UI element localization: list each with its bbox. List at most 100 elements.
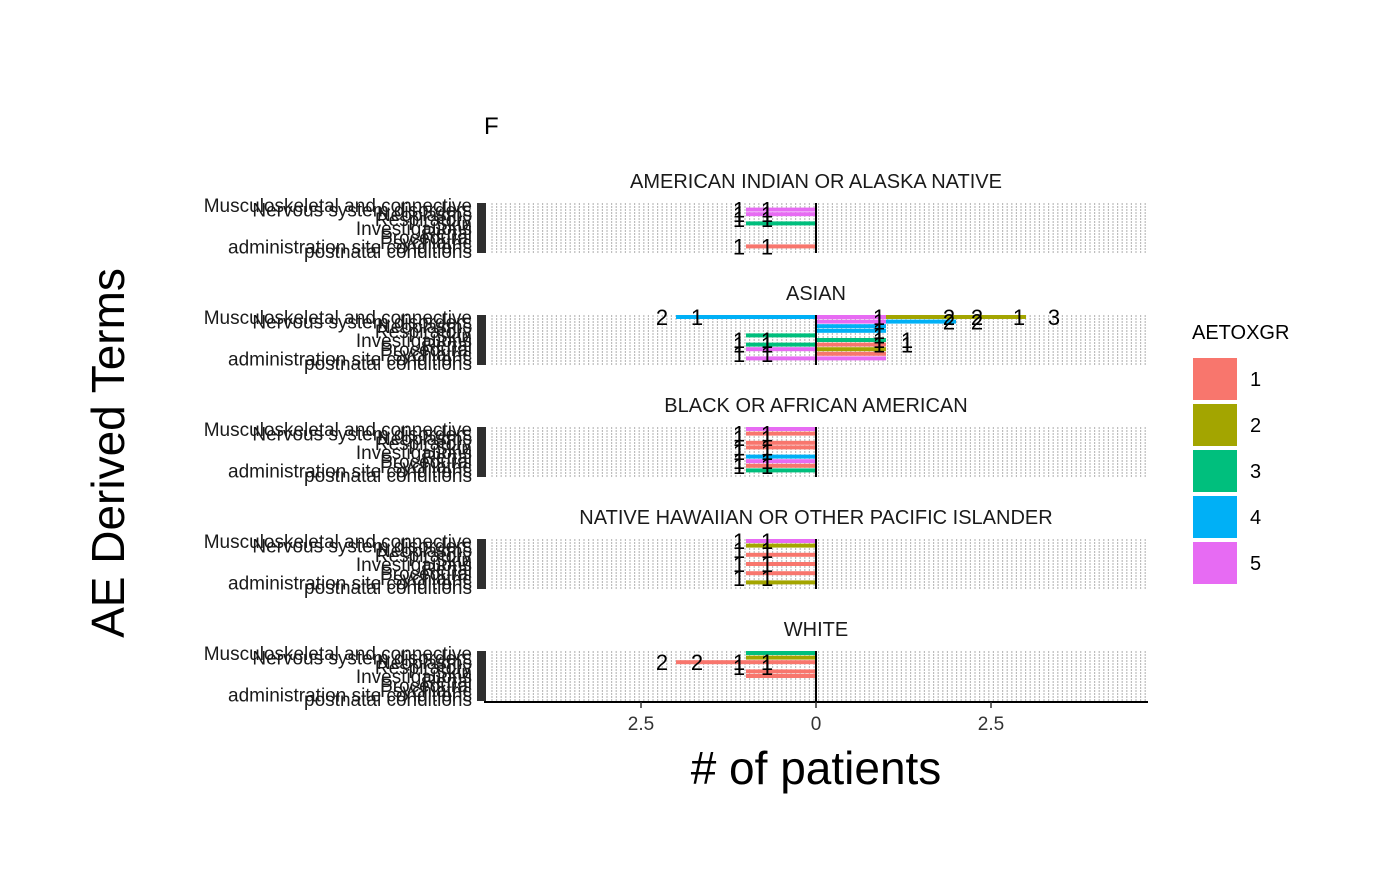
- bar: [746, 347, 816, 352]
- count-label: 1: [761, 202, 773, 227]
- bar: [816, 315, 886, 319]
- count-label: 1: [761, 454, 773, 479]
- y-tick-label: Procedural: [380, 676, 472, 697]
- count-label: 1: [761, 566, 773, 591]
- bar: [746, 342, 816, 347]
- panel-strip-label: ASIAN: [786, 283, 846, 305]
- bar: [746, 674, 816, 678]
- y-tick-label: Musculoskeletal and connective: [204, 308, 472, 329]
- bar: [816, 338, 886, 342]
- count-label: 1: [733, 426, 745, 451]
- count-label: 1: [873, 328, 885, 353]
- bar: [816, 328, 886, 333]
- y-tick-label: administration site conditions: [228, 461, 472, 482]
- x-axis: 2.5 0 2.5: [484, 701, 1148, 735]
- y-tick-label: Renal: [422, 336, 472, 357]
- count-label: 1: [761, 440, 773, 465]
- panel-strip-label: WHITE: [784, 619, 848, 641]
- bar: [746, 539, 816, 543]
- y-tick-label: administration site conditions: [228, 685, 472, 706]
- count-label: 1: [733, 328, 745, 353]
- y-tick-label: Investigations: [356, 667, 472, 688]
- count-label: 1: [761, 426, 773, 451]
- count-label: 1: [1013, 305, 1025, 330]
- y-tick-label: Skin: [435, 326, 472, 347]
- x-tick-label: 2.5: [628, 714, 654, 735]
- count-label: 1: [761, 342, 773, 367]
- y-tick-label: Psychiatric: [380, 569, 472, 590]
- y-tick-label: Investigations: [356, 219, 472, 240]
- count-label: 1: [733, 655, 745, 680]
- count-label: 1: [761, 333, 773, 358]
- y-tick-label: postnatal conditions: [304, 354, 472, 375]
- panel-strip-label: NATIVE HAWAIIAN OR OTHER PACIFIC ISLANDE…: [579, 507, 1052, 529]
- y-tick-label: Procedural: [380, 228, 472, 249]
- row-tick-band: [477, 539, 486, 589]
- legend-swatch: [1193, 404, 1237, 446]
- bar: [746, 463, 816, 468]
- count-label: 1: [733, 440, 745, 465]
- count-label: 1: [901, 328, 913, 353]
- y-tick-label: Investigations: [356, 555, 472, 576]
- x-tick-label: 0: [811, 714, 822, 735]
- bar: [746, 445, 816, 450]
- bar: [746, 356, 816, 361]
- bar: [746, 655, 816, 660]
- bar: [746, 207, 816, 212]
- count-label: 1: [761, 655, 773, 680]
- y-tick-label: Investigations: [356, 331, 472, 352]
- count-label: 1: [873, 319, 885, 344]
- count-label: 2: [656, 305, 668, 330]
- bar: [746, 431, 816, 436]
- count-label: 1: [761, 328, 773, 353]
- row-tick-band: [477, 203, 486, 253]
- count-label: 1: [733, 207, 745, 232]
- bar: [746, 669, 816, 674]
- count-label: 1: [733, 198, 745, 223]
- count-label: 1: [761, 435, 773, 460]
- y-tick-label: Respiratory: [375, 546, 473, 567]
- legend-label: 2: [1250, 415, 1261, 437]
- y-tick-label: Nervous system disorders: [252, 537, 472, 558]
- count-label: 2: [971, 305, 983, 330]
- count-label: 1: [873, 333, 885, 358]
- legend-label: 5: [1250, 553, 1261, 575]
- y-tick-label: Procedural: [380, 452, 472, 473]
- count-label: 1: [733, 529, 745, 554]
- bar: [816, 351, 886, 356]
- bar: [816, 342, 886, 347]
- count-label: 1: [873, 305, 885, 330]
- legend: 1 2 3 4 5: [1193, 358, 1261, 584]
- bar: [816, 324, 886, 329]
- count-label: 1: [691, 305, 703, 330]
- panel-strip-label: BLACK OR AFRICAN AMERICAN: [664, 395, 967, 417]
- count-label: 1: [733, 333, 745, 358]
- bar: [816, 319, 886, 324]
- panel-strip-label: AMERICAN INDIAN OR ALASKA NATIVE: [630, 171, 1002, 193]
- y-tick-label: Skin: [435, 438, 472, 459]
- y-tick-label: Respiratory: [375, 322, 473, 343]
- count-label: 1: [733, 449, 745, 474]
- y-tick-label: Respiratory: [375, 658, 473, 679]
- bar: [746, 454, 816, 459]
- bar: [746, 440, 816, 445]
- y-tick-label: Neoplasms: [377, 653, 472, 674]
- count-label: 3: [1048, 305, 1060, 330]
- bar: [676, 660, 816, 665]
- y-tick-label: Respiratory: [375, 210, 473, 231]
- count-label: 1: [733, 552, 745, 577]
- count-label: 2: [691, 650, 703, 675]
- bar: [746, 543, 816, 548]
- y-tick-label: Neoplasms: [377, 205, 472, 226]
- row-tick-band: [477, 315, 486, 365]
- count-label: 1: [733, 538, 745, 563]
- count-label: 1: [761, 538, 773, 563]
- y-tick-label: Renal: [422, 448, 472, 469]
- count-label: 1: [901, 333, 913, 358]
- y-tick-label: Nervous system disorders: [252, 649, 472, 670]
- bar: [746, 552, 816, 557]
- y-axis-title: AE Derived Terms: [82, 268, 134, 638]
